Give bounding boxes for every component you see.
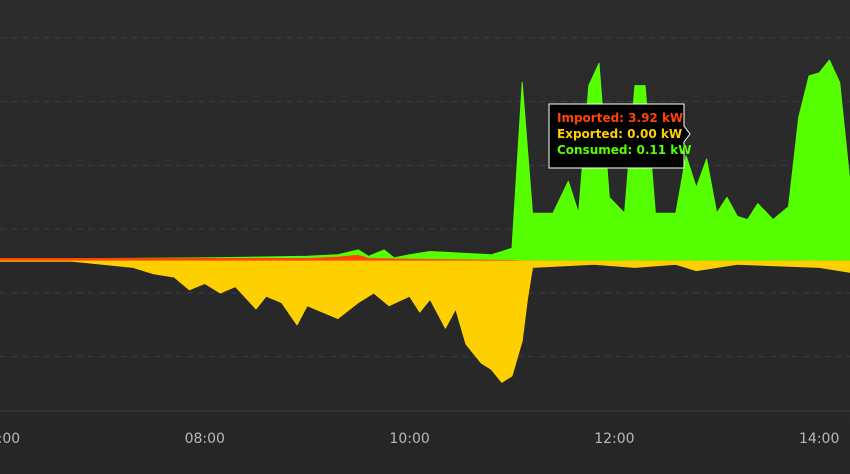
x-tick-label-0800: 08:00 (185, 431, 225, 447)
x-tick-label-1400: 14:00 (799, 431, 839, 447)
tooltip: Imported: 3.92 kW Exported: 0.00 kW Consum… (548, 103, 692, 169)
series-area-imported (0, 254, 850, 262)
x-tick-label-1000: 10:00 (389, 431, 429, 447)
x-tick-label-1200: 12:00 (594, 431, 634, 447)
x-tick-label-0600: 06:00 (0, 431, 20, 447)
tooltip-box (548, 103, 691, 169)
tooltip-row-imported: Imported: 3.92 kW (557, 111, 683, 125)
tooltip-row-exported: Exported: 0.00 kW (557, 127, 682, 141)
series-area-exported (0, 260, 850, 383)
tooltip-row-consumed: Consumed: 0.11 kW (557, 143, 692, 157)
